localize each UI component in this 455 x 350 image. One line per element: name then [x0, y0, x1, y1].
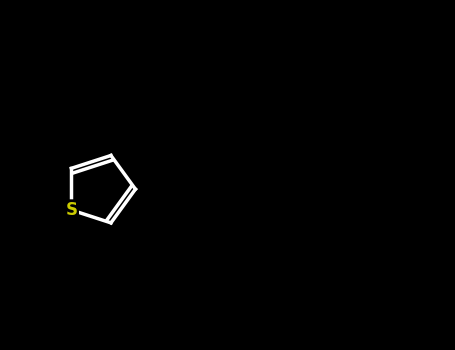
Text: S: S	[66, 201, 77, 219]
